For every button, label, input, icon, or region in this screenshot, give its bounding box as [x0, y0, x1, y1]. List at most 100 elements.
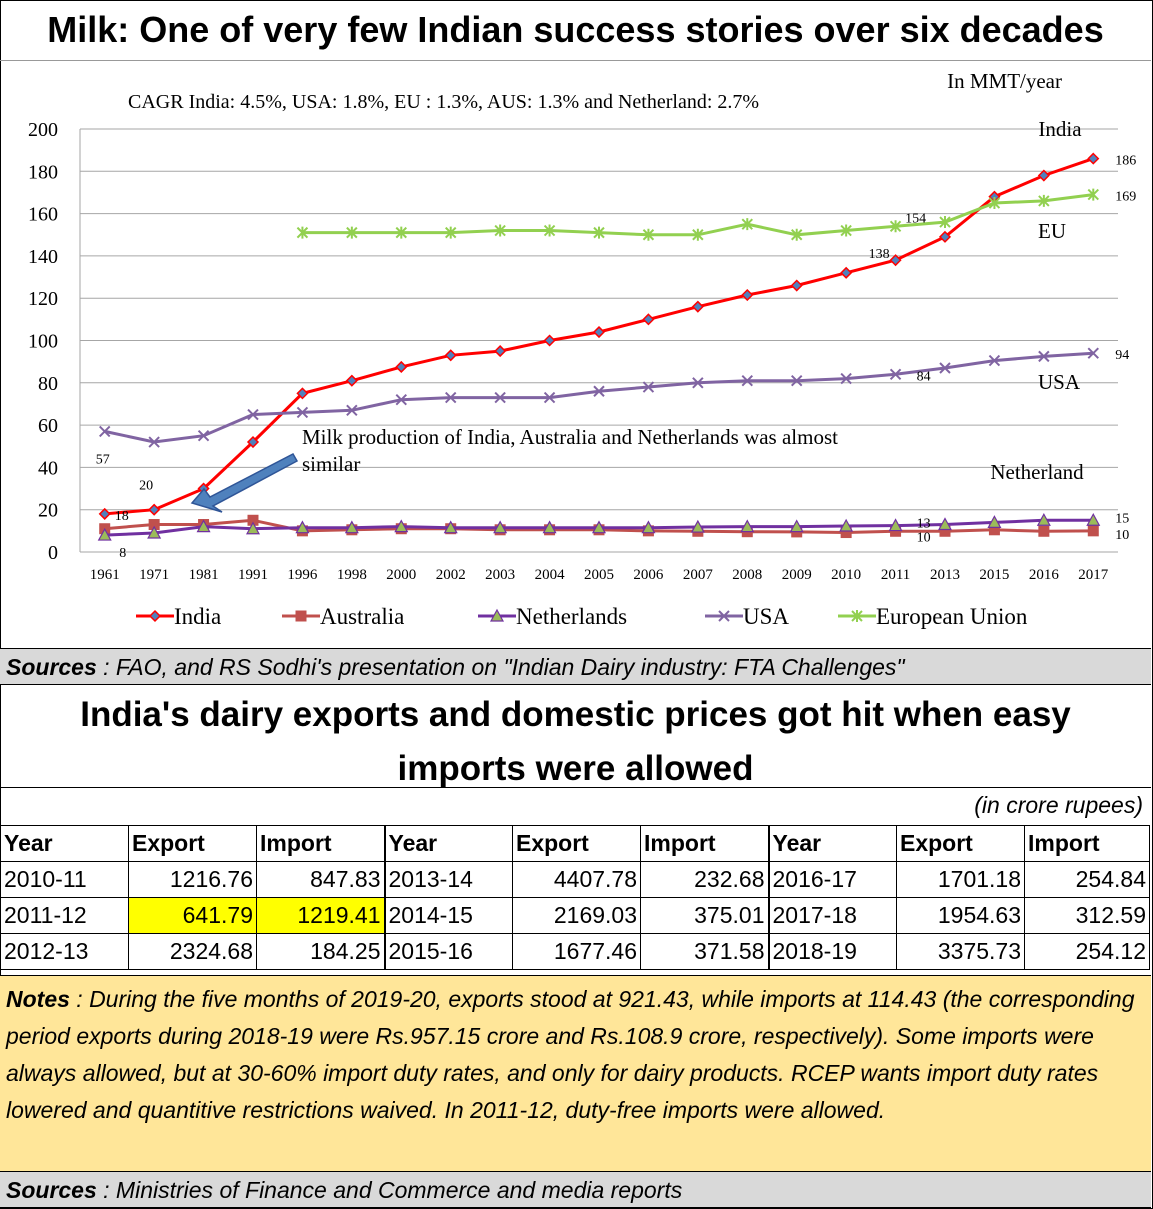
milk-production-chart: 0 20 40 60 80 100 120 140 160 180 200 1961 1971 1981 1…: [28, 69, 1136, 629]
table-unit: (in crore rupees): [974, 792, 1143, 818]
table-row: 2011-12 641.79 1219.41 2014-15 2169.03 3…: [0, 897, 1150, 934]
data-point-netherlands: [245, 521, 261, 535]
dairy-trade-table: Year Export Import Year Export Import Ye…: [0, 825, 1150, 970]
data-point-netherlands: [1086, 513, 1101, 526]
data-point-usa: [741, 374, 753, 387]
data-point-european-union: [642, 228, 655, 241]
data-point-usa: [148, 436, 160, 448]
import-cell: 371.58: [640, 933, 770, 970]
x-tick-label: 2006: [633, 567, 664, 583]
data-point-netherlands: [888, 518, 903, 532]
data-point-india: [642, 313, 655, 326]
data-point-european-union: [543, 224, 556, 237]
header-year: Year: [0, 825, 129, 862]
data-point-netherlands: [493, 520, 508, 534]
legend-label-usa: USA: [743, 604, 789, 629]
legend-marker-usa: [718, 610, 730, 622]
import-cell: 312.59: [1024, 897, 1150, 934]
x-tick-label: 1981: [189, 567, 219, 583]
export-cell: 3375.73: [896, 933, 1025, 970]
data-label: 94: [1115, 348, 1129, 363]
legend-label-netherlands: Netherlands: [516, 604, 627, 629]
data-point-netherlands: [443, 520, 458, 534]
y-tick-label: 180: [28, 161, 58, 183]
data-label: 20: [139, 479, 153, 494]
legend-marker-european-union: [851, 610, 863, 622]
data-point-usa: [395, 394, 407, 406]
x-tick-label: 1991: [238, 567, 268, 583]
x-tick-label: 2003: [485, 567, 515, 583]
data-point-india: [790, 279, 803, 292]
y-tick-label: 120: [28, 288, 58, 310]
import-cell: 847.83: [256, 861, 386, 898]
data-label: 84: [917, 369, 931, 384]
unit-label: In MMT/year: [947, 69, 1062, 93]
data-point-netherlands: [839, 518, 854, 532]
export-cell-highlighted: 641.79: [128, 897, 257, 934]
data-point-european-union: [346, 226, 358, 239]
annotation-text-line: similar: [302, 452, 360, 476]
header-year: Year: [384, 825, 513, 862]
data-label: 10: [1115, 528, 1129, 543]
notes-text: : During the five months of 2019-20, exp…: [6, 986, 1135, 1123]
data-point-india: [1037, 169, 1050, 182]
data-point-india: [889, 254, 902, 267]
legend-marker-india: [148, 609, 162, 623]
year-cell: 2018-19: [768, 933, 897, 970]
data-point-usa: [247, 408, 259, 421]
table-header-row: Year Export Import Year Export Import Ye…: [0, 825, 1150, 862]
x-tick-label: 2010: [831, 567, 861, 583]
data-label: 138: [869, 247, 890, 262]
x-tick-label: 2002: [436, 567, 466, 583]
data-label: 8: [119, 546, 126, 561]
x-tick-label: 2008: [732, 567, 762, 583]
table-title-line2: imports were allowed: [397, 749, 754, 788]
data-point-netherlands: [690, 519, 705, 533]
data-point-india: [98, 507, 111, 520]
series-name-label: India: [1038, 117, 1082, 141]
data-point-usa: [593, 385, 605, 397]
data-point-usa: [1087, 347, 1099, 359]
data-point-india: [395, 360, 408, 373]
data-point-india: [691, 300, 704, 313]
table-title-line1: India's dairy exports and domestic price…: [80, 695, 1071, 734]
data-point-usa: [840, 372, 852, 385]
annotation-text-line: Milk production of India, Australia and …: [302, 425, 838, 449]
data-point-usa: [791, 374, 803, 387]
legend-marker-netherlands: [489, 608, 505, 622]
y-tick-label: 200: [28, 119, 58, 141]
year-cell: 2013-14: [384, 861, 513, 898]
data-point-india: [840, 266, 853, 279]
data-point-india: [296, 387, 309, 400]
table-sources-text: : Ministries of Finance and Commerce and…: [96, 1177, 683, 1203]
data-point-netherlands: [542, 520, 557, 534]
year-cell: 2015-16: [384, 933, 513, 970]
data-point-european-union: [889, 220, 902, 233]
series-name-label: Netherland: [990, 460, 1084, 484]
chart-sources-text: : FAO, and RS Sodhi's presentation on "I…: [96, 654, 905, 680]
data-point-european-union: [1087, 188, 1099, 201]
data-label: 154: [905, 211, 926, 226]
data-point-european-union: [395, 226, 407, 239]
data-point-netherlands: [987, 515, 1002, 528]
series-name-label: USA: [1038, 370, 1081, 394]
data-point-european-union: [988, 197, 1001, 210]
data-label: 13: [917, 517, 931, 532]
year-cell: 2016-17: [768, 861, 897, 898]
cagr-note: CAGR India: 4.5%, USA: 1.8%, EU : 1.3%, …: [128, 91, 759, 113]
data-point-european-union: [593, 226, 605, 239]
x-tick-label: 2004: [535, 567, 566, 583]
import-cell: 254.84: [1024, 861, 1150, 898]
header-export: Export: [512, 825, 641, 862]
import-cell: 232.68: [640, 861, 770, 898]
export-cell: 1954.63: [896, 897, 1025, 934]
header-year: Year: [768, 825, 897, 862]
x-tick-label: 2007: [683, 567, 714, 583]
x-tick-label: 2016: [1029, 567, 1060, 583]
year-cell: 2010-11: [0, 861, 129, 898]
x-tick-label: 2005: [584, 567, 614, 583]
year-cell: 2012-13: [0, 933, 129, 970]
x-tick-label: 1996: [287, 567, 318, 583]
data-label: 57: [96, 452, 110, 467]
data-point-usa: [99, 425, 111, 438]
